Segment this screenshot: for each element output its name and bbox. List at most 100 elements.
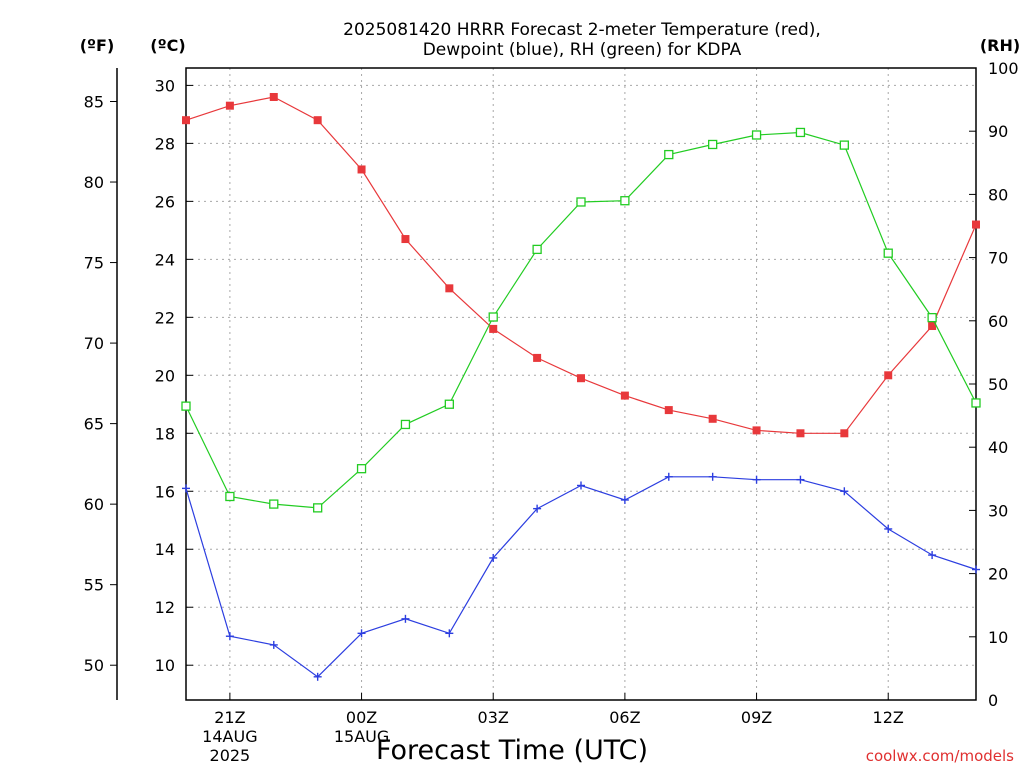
dewpoint-point (445, 629, 454, 638)
dewpoint-point (708, 472, 717, 481)
fahrenheit-axis-ticks: 50 55 60 65 70 75 80 85 (84, 93, 117, 675)
dewpoint-point (840, 487, 849, 496)
dewpoint-point (928, 551, 937, 560)
relative_humidity-point (751, 130, 762, 140)
relative_humidity-point (708, 139, 718, 150)
rh-tick-label: 0 (988, 691, 998, 710)
relative_humidity-line (185, 131, 977, 509)
temperature-line (185, 96, 977, 434)
chart-title-line2: Dewpoint (blue), RH (green) for KDPA (423, 40, 742, 60)
celsius-tick-label: 30 (155, 76, 175, 95)
temperature-point (577, 374, 585, 383)
relative_humidity-point (664, 149, 674, 160)
chart-title-line1: 2025081420 HRRR Forecast 2-meter Tempera… (343, 20, 821, 40)
temperature-point (708, 414, 717, 423)
date-tick-label: 14AUG (202, 727, 257, 746)
dewpoint-point (620, 495, 629, 504)
fahrenheit-tick-label: 65 (84, 415, 104, 434)
temperature-point (182, 116, 190, 125)
temperature-point (445, 284, 454, 293)
celsius-tick-label: 10 (155, 656, 175, 675)
fahrenheit-unit-label: (ºF) (80, 36, 115, 55)
relative_humidity-point (795, 127, 806, 138)
temperature-point (664, 406, 673, 415)
x-axis-label: Forecast Time (UTC) (376, 735, 648, 766)
dewpoint-point (357, 629, 366, 638)
temperature-point (269, 92, 278, 101)
rh-tick-label: 90 (988, 122, 1008, 141)
celsius-tick-label: 14 (155, 540, 175, 559)
relative_humidity-point (225, 491, 235, 502)
dewpoint-point (796, 475, 805, 484)
dewpoint-point (401, 614, 410, 623)
rh-tick-label: 40 (988, 438, 1008, 457)
dewpoint-point (533, 504, 542, 513)
relative_humidity-point (356, 464, 367, 474)
series-layer (181, 92, 981, 681)
relative_humidity-point (269, 499, 279, 509)
rh-tick-label: 100 (988, 59, 1019, 78)
temperature-point (752, 426, 761, 435)
rh-unit-label: (RH) (980, 36, 1020, 55)
relative_humidity-point (181, 401, 191, 411)
relative_humidity-point (927, 312, 937, 323)
relative_humidity-point (839, 140, 849, 150)
celsius-tick-label: 18 (155, 424, 175, 443)
dewpoint-point (972, 565, 980, 574)
time-tick-label: 00Z (346, 708, 377, 727)
relative_humidity-point (313, 503, 323, 513)
rh-tick-label: 70 (988, 249, 1008, 268)
temperature-point (884, 371, 893, 380)
gridlines (186, 68, 976, 700)
temperature-point (357, 165, 366, 174)
rh-tick-label: 30 (988, 501, 1008, 520)
fahrenheit-tick-label: 55 (84, 576, 104, 595)
dewpoint-point (313, 672, 322, 681)
time-tick-label: 03Z (478, 708, 509, 727)
celsius-tick-label: 22 (155, 308, 175, 327)
temperature-point (489, 324, 498, 333)
fahrenheit-tick-label: 85 (84, 93, 104, 112)
dewpoint-point (752, 475, 761, 484)
date-tick-label: 15AUG (334, 727, 389, 746)
dewpoint-point (664, 472, 673, 481)
fahrenheit-tick-label: 50 (84, 656, 104, 675)
celsius-tick-label: 24 (155, 250, 175, 269)
celsius-tick-label: 28 (155, 134, 175, 153)
temperature-point (840, 429, 849, 438)
relative_humidity-point (576, 197, 586, 207)
rh-tick-label: 50 (988, 375, 1008, 394)
rh-tick-label: 20 (988, 565, 1008, 584)
relative_humidity-point (400, 419, 411, 430)
relative_humidity-point (444, 399, 454, 409)
temperature-point (313, 116, 322, 125)
time-tick-label: 09Z (741, 708, 772, 727)
dewpoint-point (489, 553, 498, 562)
rh-tick-label: 80 (988, 185, 1008, 204)
time-tick-label: 12Z (873, 708, 904, 727)
fahrenheit-tick-label: 60 (84, 495, 104, 514)
temperature-point (972, 220, 980, 229)
celsius-axis-ticks: 10 12 14 16 18 20 22 24 26 28 30 (155, 76, 193, 675)
rh-tick-label: 60 (988, 312, 1008, 331)
credit-text: coolwx.com/models (866, 747, 1014, 765)
time-tick-label: 21Z (214, 708, 245, 727)
rh-tick-label: 10 (988, 628, 1008, 647)
year-tick-label: 2025 (210, 746, 251, 765)
relative_humidity-point (620, 196, 630, 206)
celsius-tick-label: 12 (155, 598, 175, 617)
dewpoint-point (577, 481, 585, 490)
temperature-point (401, 235, 410, 244)
temperature-point (796, 429, 805, 438)
relative_humidity-point (488, 312, 498, 322)
temperature-point (620, 391, 629, 400)
dewpoint-point (269, 640, 278, 649)
fahrenheit-tick-label: 75 (84, 254, 104, 273)
relative_humidity-point (883, 248, 893, 258)
plot-frame (185, 67, 977, 701)
celsius-tick-label: 16 (155, 482, 175, 501)
celsius-tick-label: 20 (155, 366, 175, 385)
dewpoint-point (884, 524, 893, 533)
